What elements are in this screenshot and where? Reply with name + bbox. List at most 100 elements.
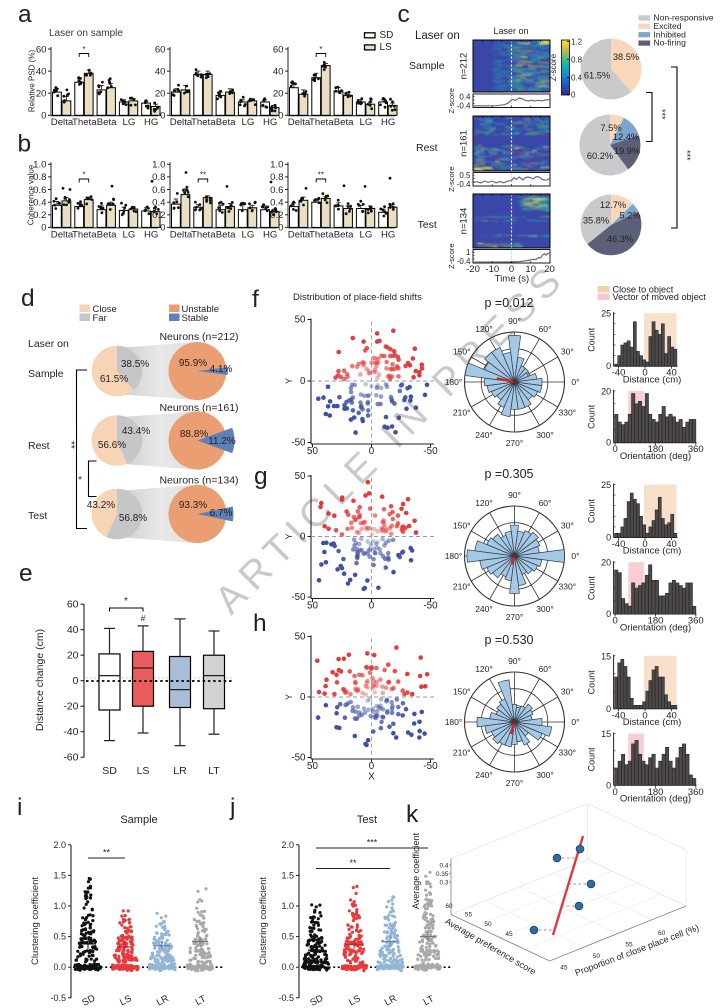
svg-text:50: 50 [307, 446, 318, 457]
svg-text:Theta: Theta [191, 230, 216, 241]
svg-text:-40: -40 [612, 368, 626, 379]
svg-text:43.2%: 43.2% [87, 500, 115, 511]
svg-text:HG: HG [263, 230, 277, 241]
svg-text:LT: LT [422, 993, 437, 1008]
svg-text:Rest: Rest [416, 142, 438, 154]
svg-text:56.6%: 56.6% [98, 440, 126, 451]
svg-text:210°: 210° [453, 582, 471, 592]
svg-text:0: 0 [606, 609, 611, 619]
svg-text:95.9%: 95.9% [179, 358, 207, 369]
svg-text:-50: -50 [423, 761, 438, 772]
svg-text:0: 0 [41, 223, 46, 234]
svg-text:50: 50 [593, 953, 601, 960]
svg-text:0: 0 [606, 438, 611, 448]
svg-text:Inhibited: Inhibited [653, 29, 686, 39]
svg-text:0.6: 0.6 [270, 185, 283, 196]
svg-text:Test: Test [28, 510, 47, 522]
svg-text:30°: 30° [561, 347, 574, 357]
svg-text:0.4: 0.4 [152, 198, 166, 209]
svg-text:j: j [229, 794, 235, 821]
svg-text:Count: Count [587, 499, 597, 524]
svg-text:Beta: Beta [334, 230, 354, 241]
svg-text:Delta: Delta [288, 230, 311, 241]
svg-text:20: 20 [155, 89, 166, 100]
svg-text:4.1%: 4.1% [210, 364, 233, 375]
svg-text:Y: Y [284, 533, 294, 539]
svg-text:0: 0 [369, 761, 375, 772]
svg-text:40: 40 [67, 624, 79, 636]
svg-text:Count: Count [587, 327, 597, 352]
svg-text:***: *** [657, 109, 667, 120]
svg-text:0: 0 [642, 539, 647, 550]
svg-text:0°: 0° [571, 377, 579, 387]
svg-text:Z-score: Z-score [447, 243, 456, 268]
svg-text:#: # [141, 613, 146, 623]
svg-text:Z-score: Z-score [447, 166, 456, 191]
svg-text:-50: -50 [291, 753, 306, 764]
svg-text:*: * [319, 45, 322, 54]
svg-text:45: 45 [505, 931, 513, 938]
svg-text:-50: -50 [291, 592, 306, 603]
svg-text:c: c [398, 1, 410, 28]
svg-text:Sample: Sample [120, 814, 157, 826]
svg-text:40: 40 [36, 66, 47, 77]
svg-text:1.5: 1.5 [53, 870, 66, 880]
svg-text:90°: 90° [508, 490, 521, 500]
svg-text:330°: 330° [559, 748, 577, 758]
svg-text:Y: Y [284, 378, 294, 384]
svg-text:HG: HG [263, 117, 277, 128]
svg-text:Z-score: Z-score [447, 88, 456, 113]
svg-text:38.5%: 38.5% [613, 52, 639, 62]
svg-text:Rest: Rest [28, 440, 50, 452]
svg-text:25: 25 [601, 309, 611, 319]
svg-text:n=134: n=134 [459, 208, 470, 235]
svg-text:0.0: 0.0 [281, 962, 294, 972]
svg-text:Count: Count [587, 404, 597, 429]
svg-text:Coherence value: Coherence value [27, 164, 36, 225]
svg-text:60: 60 [67, 599, 79, 611]
svg-text:0.3: 0.3 [439, 880, 448, 887]
svg-text:Beta: Beta [216, 230, 236, 241]
svg-text:**: ** [103, 848, 111, 858]
svg-text:60: 60 [273, 44, 284, 55]
svg-text:Distance (cm): Distance (cm) [623, 717, 682, 728]
svg-text:0: 0 [606, 533, 611, 543]
svg-text:i: i [17, 794, 22, 821]
svg-text:Sample: Sample [28, 368, 64, 380]
svg-text:n=212: n=212 [459, 53, 470, 80]
svg-text:90°: 90° [508, 656, 521, 666]
svg-text:-10: -10 [485, 264, 499, 275]
svg-text:***: *** [682, 150, 692, 161]
svg-text:g: g [254, 463, 268, 490]
svg-text:0: 0 [606, 361, 611, 371]
svg-text:20: 20 [36, 89, 47, 100]
svg-text:Distance change (cm): Distance change (cm) [34, 629, 46, 731]
svg-text:0°: 0° [571, 551, 579, 561]
svg-text:0: 0 [369, 446, 375, 457]
svg-text:-50: -50 [423, 446, 438, 457]
svg-text:61.5%: 61.5% [100, 374, 128, 385]
svg-text:19.9%: 19.9% [614, 146, 640, 156]
svg-text:0.0: 0.0 [53, 962, 66, 972]
svg-text:LG: LG [241, 117, 254, 128]
svg-text:Laser on: Laser on [415, 30, 460, 42]
svg-text:0.4: 0.4 [270, 198, 284, 209]
svg-text:SD: SD [102, 765, 117, 777]
svg-text:LG: LG [122, 117, 135, 128]
svg-text:LG: LG [359, 230, 372, 241]
svg-text:60°: 60° [539, 324, 552, 334]
svg-text:25: 25 [601, 480, 611, 490]
svg-text:Laser on: Laser on [493, 26, 528, 36]
svg-text:Z-score: Z-score [549, 53, 558, 81]
svg-text:0: 0 [41, 111, 46, 122]
svg-text:LG: LG [241, 230, 254, 241]
svg-text:0: 0 [73, 675, 79, 687]
svg-text:1.5: 1.5 [281, 870, 294, 880]
svg-text:60°: 60° [539, 498, 552, 508]
svg-text:270°: 270° [506, 612, 524, 622]
svg-text:10: 10 [525, 264, 536, 275]
svg-text:Count: Count [587, 747, 597, 772]
svg-text:180°: 180° [445, 717, 463, 727]
svg-text:HG: HG [381, 117, 395, 128]
svg-text:LS: LS [347, 993, 362, 1008]
